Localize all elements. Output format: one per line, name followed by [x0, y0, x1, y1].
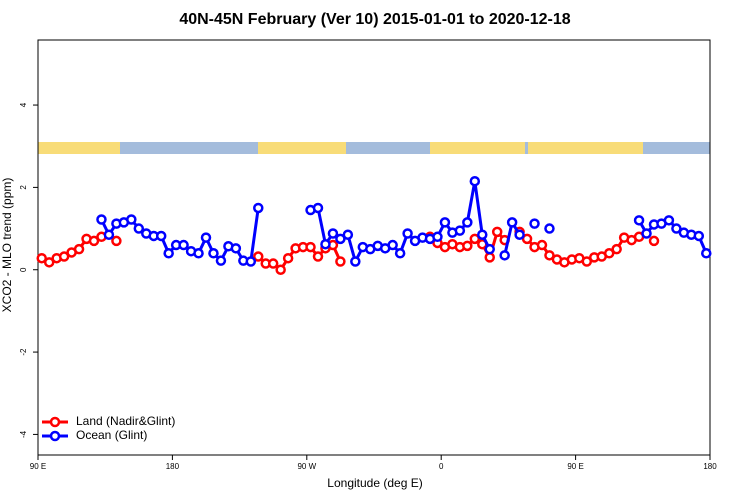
x-tick-label: 180: [703, 462, 717, 471]
data-point: [88, 235, 100, 247]
data-point: [133, 223, 145, 234]
data-point: [103, 229, 115, 240]
x-tick-label: 0: [439, 462, 444, 471]
map-strip: [38, 142, 710, 154]
data-point: [484, 252, 495, 263]
data-point: [536, 239, 548, 251]
data-point: [312, 251, 324, 262]
y-tick-label: -2: [19, 348, 28, 356]
data-point: [73, 243, 85, 255]
data-point: [462, 217, 473, 228]
legend-marker: [49, 430, 61, 442]
data-point: [469, 175, 481, 187]
data-point: [499, 250, 510, 261]
data-point: [663, 215, 675, 226]
data-point: [267, 258, 279, 269]
data-point: [178, 239, 189, 251]
data-point: [58, 251, 70, 262]
data-point: [335, 233, 346, 245]
data-point: [454, 225, 466, 236]
data-point: [603, 248, 615, 259]
chart-title: 40N-45N February (Ver 10) 2015-01-01 to …: [179, 11, 570, 28]
data-point: [163, 248, 174, 259]
data-point: [581, 256, 593, 267]
data-point: [648, 235, 660, 247]
data-point: [111, 235, 122, 247]
data-point: [514, 229, 525, 240]
legend-marker: [49, 416, 61, 428]
data-point: [305, 241, 316, 253]
data-point: [506, 217, 518, 228]
data-point: [342, 229, 354, 240]
y-tick-label: -4: [19, 430, 28, 438]
data-point: [96, 214, 107, 225]
data-point: [43, 257, 55, 268]
data-point: [245, 256, 257, 267]
data-point: [633, 215, 645, 226]
plot-frame: [37, 39, 711, 456]
data-point: [275, 264, 286, 275]
data-point: [491, 226, 503, 238]
x-axis-label: Longitude (deg E): [327, 476, 422, 490]
y-tick-label: 2: [19, 185, 28, 190]
data-point: [350, 256, 361, 267]
data-point: [230, 243, 242, 254]
data-point: [641, 228, 652, 239]
data-point: [126, 214, 137, 225]
data-point: [193, 248, 204, 259]
data-point: [253, 251, 264, 262]
data-point: [693, 230, 705, 242]
data-point: [402, 228, 413, 239]
data-point: [282, 252, 294, 264]
data-point: [469, 233, 481, 245]
data-point: [671, 223, 682, 234]
data-point: [36, 252, 47, 264]
data-point: [462, 240, 473, 252]
legend-label: Ocean (Glint): [76, 428, 147, 442]
legend-label: Land (Nadir&Glint): [76, 414, 175, 428]
y-tick-label: 4: [19, 102, 28, 107]
x-tick-label: 90 E: [30, 462, 46, 471]
y-axis-label: XCO2 - MLO trend (ppm): [0, 178, 14, 313]
y-tick-label: 0: [19, 267, 28, 272]
data-point: [521, 233, 533, 245]
data-point: [484, 243, 495, 255]
data-point: [312, 202, 324, 214]
data-point: [701, 248, 712, 259]
data-point: [208, 248, 219, 259]
data-point: [327, 228, 339, 239]
x-tick-label: 90 E: [567, 462, 583, 471]
data-point: [253, 202, 264, 214]
data-point: [320, 238, 331, 250]
data-point: [529, 218, 540, 229]
data-point: [215, 255, 227, 266]
data-point: [544, 223, 555, 234]
data-point: [387, 239, 398, 251]
x-tick-label: 180: [166, 462, 180, 471]
data-point: [439, 217, 451, 228]
data-point: [335, 256, 346, 267]
data-point: [394, 248, 406, 259]
data-point: [155, 230, 167, 242]
data-point: [611, 243, 622, 255]
data-point: [432, 231, 443, 243]
x-tick-label: 90 W: [297, 462, 316, 471]
data-point: [544, 250, 555, 261]
data-point: [200, 232, 212, 243]
data-point: [477, 229, 488, 240]
